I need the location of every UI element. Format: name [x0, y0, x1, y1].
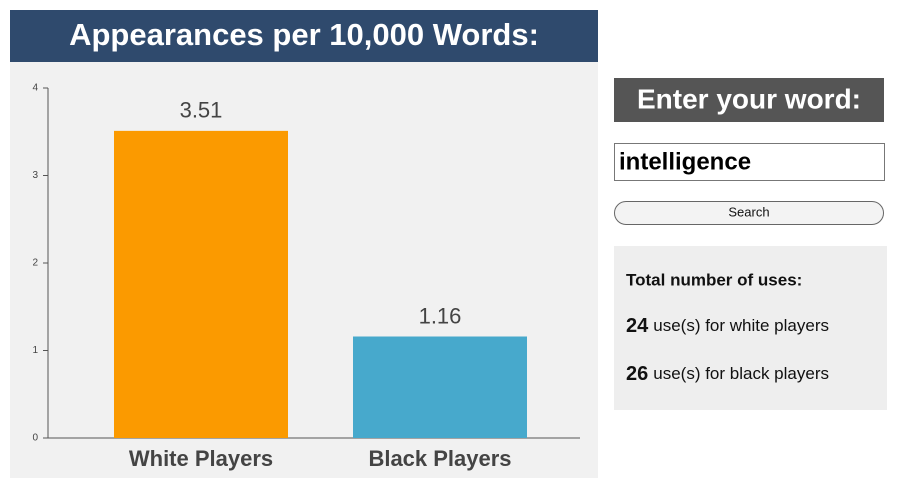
button-shape[interactable] — [614, 201, 884, 225]
word-input[interactable]: intelligence — [614, 143, 885, 181]
totals-row: 26 use(s) for black players — [626, 363, 829, 385]
chart-title: Appearances per 10,000 Words: — [69, 17, 539, 52]
input-value[interactable]: intelligence — [619, 148, 751, 175]
count: 24 — [626, 315, 649, 337]
y-tick-label: 0 — [32, 433, 38, 444]
search-button[interactable]: Search — [614, 201, 884, 225]
y-tick-label: 2 — [32, 258, 38, 269]
y-tick-label: 1 — [32, 345, 38, 356]
input-box[interactable] — [614, 143, 885, 181]
bar — [114, 130, 288, 438]
totals-title: Total number of uses: — [626, 270, 802, 289]
totals-row: 24 use(s) for white players — [626, 315, 829, 337]
value-label: 3.51 — [180, 98, 223, 123]
x-tick-label: Black Players — [368, 446, 511, 471]
title-bar — [10, 10, 598, 62]
bar — [353, 336, 527, 438]
count-text: use(s) for black players — [653, 364, 829, 383]
count: 26 — [626, 363, 648, 385]
count-text: use(s) for white players — [653, 316, 829, 335]
search-heading: Enter your word: — [637, 83, 861, 114]
value-label: 1.16 — [419, 303, 462, 328]
y-tick-label: 4 — [32, 83, 38, 94]
search-heading-box — [614, 78, 884, 122]
totals-box — [614, 246, 887, 410]
x-tick-label: White Players — [129, 446, 273, 471]
button-label[interactable]: Search — [728, 204, 769, 219]
y-tick-label: 3 — [32, 170, 38, 181]
